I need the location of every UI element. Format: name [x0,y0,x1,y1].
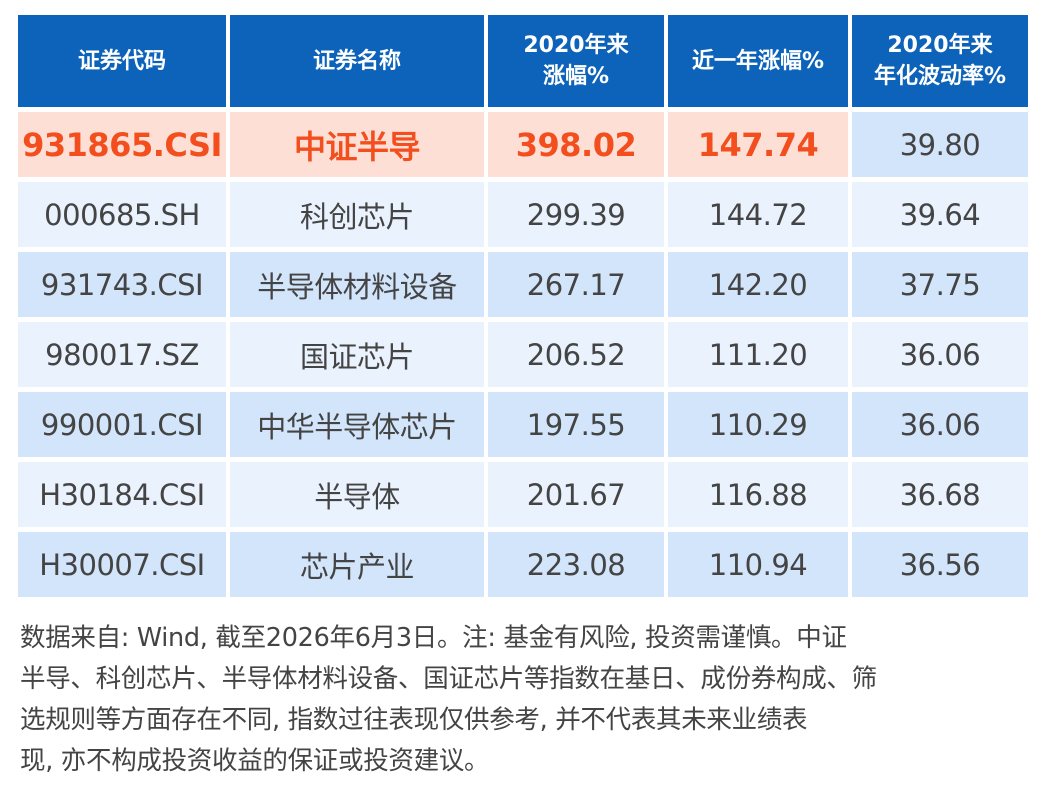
cell-code: H30184.CSI [18,462,226,527]
cell-code: H30007.CSI [18,532,226,597]
cell-return-1y: 110.94 [668,532,848,597]
header-volatility-line2: 年化波动率% [873,64,1007,89]
cell-code: 990001.CSI [18,392,226,457]
cell-name: 中华半导体芯片 [230,392,484,457]
footnote-line: 半导、科创芯片、半导体材料设备、国证芯片等指数在基日、成份券构成、筛 [20,664,877,694]
header-code-text: 证券代码 [77,48,166,74]
cell-volatility: 37.75 [852,252,1028,317]
header-return-since-2020: 2020年来 涨幅% [488,15,664,107]
cell-return-since-2020: 398.02 [488,112,664,177]
cell-return-1y: 116.88 [668,462,848,527]
header-volatility-line1: 2020年来 [887,33,993,58]
cell-volatility: 39.80 [852,112,1028,177]
footnote-line: 选规则等方面存在不同, 指数过往表现仅供参考, 并不代表其未来业绩表 [20,705,808,735]
header-return-since-2020-line1: 2020年来 [523,33,629,58]
header-return-1y-text: 近一年涨幅% [691,48,825,74]
cell-return-since-2020: 299.39 [488,182,664,247]
cell-code: 000685.SH [18,182,226,247]
index-comparison-table: 证券代码 证券名称 2020年来 涨幅% 近一年涨幅% 2020年来 年化波动率… [18,15,1028,597]
cell-code: 931865.CSI [18,112,226,177]
cell-return-1y: 147.74 [668,112,848,177]
cell-return-since-2020: 223.08 [488,532,664,597]
cell-volatility: 36.56 [852,532,1028,597]
header-name-text: 证券名称 [312,48,401,74]
cell-return-1y: 142.20 [668,252,848,317]
cell-name: 芯片产业 [230,532,484,597]
cell-volatility: 39.64 [852,182,1028,247]
header-return-since-2020-line2: 涨幅% [542,64,610,89]
cell-name: 半导体材料设备 [230,252,484,317]
cell-return-1y: 110.29 [668,392,848,457]
cell-name: 国证芯片 [230,322,484,387]
cell-volatility: 36.06 [852,322,1028,387]
header-return-1y: 近一年涨幅% [668,15,848,107]
cell-return-since-2020: 201.67 [488,462,664,527]
cell-return-since-2020: 197.55 [488,392,664,457]
footnote-line: 现, 亦不构成投资收益的保证或投资建议。 [20,746,490,776]
header-name: 证券名称 [230,15,484,107]
cell-name: 中证半导 [230,112,484,177]
cell-code: 980017.SZ [18,322,226,387]
footnote-line: 数据来自: Wind, 截至2026年6月3日。注: 基金有风险, 投资需谨慎。… [20,623,847,653]
header-volatility: 2020年来 年化波动率% [852,15,1028,107]
cell-name: 半导体 [230,462,484,527]
cell-return-1y: 111.20 [668,322,848,387]
cell-return-since-2020: 206.52 [488,322,664,387]
header-code: 证券代码 [18,15,226,107]
cell-volatility: 36.06 [852,392,1028,457]
cell-return-since-2020: 267.17 [488,252,664,317]
footnote: 数据来自: Wind, 截至2026年6月3日。注: 基金有风险, 投资需谨慎。… [20,618,1030,782]
cell-code: 931743.CSI [18,252,226,317]
cell-name: 科创芯片 [230,182,484,247]
cell-volatility: 36.68 [852,462,1028,527]
cell-return-1y: 144.72 [668,182,848,247]
